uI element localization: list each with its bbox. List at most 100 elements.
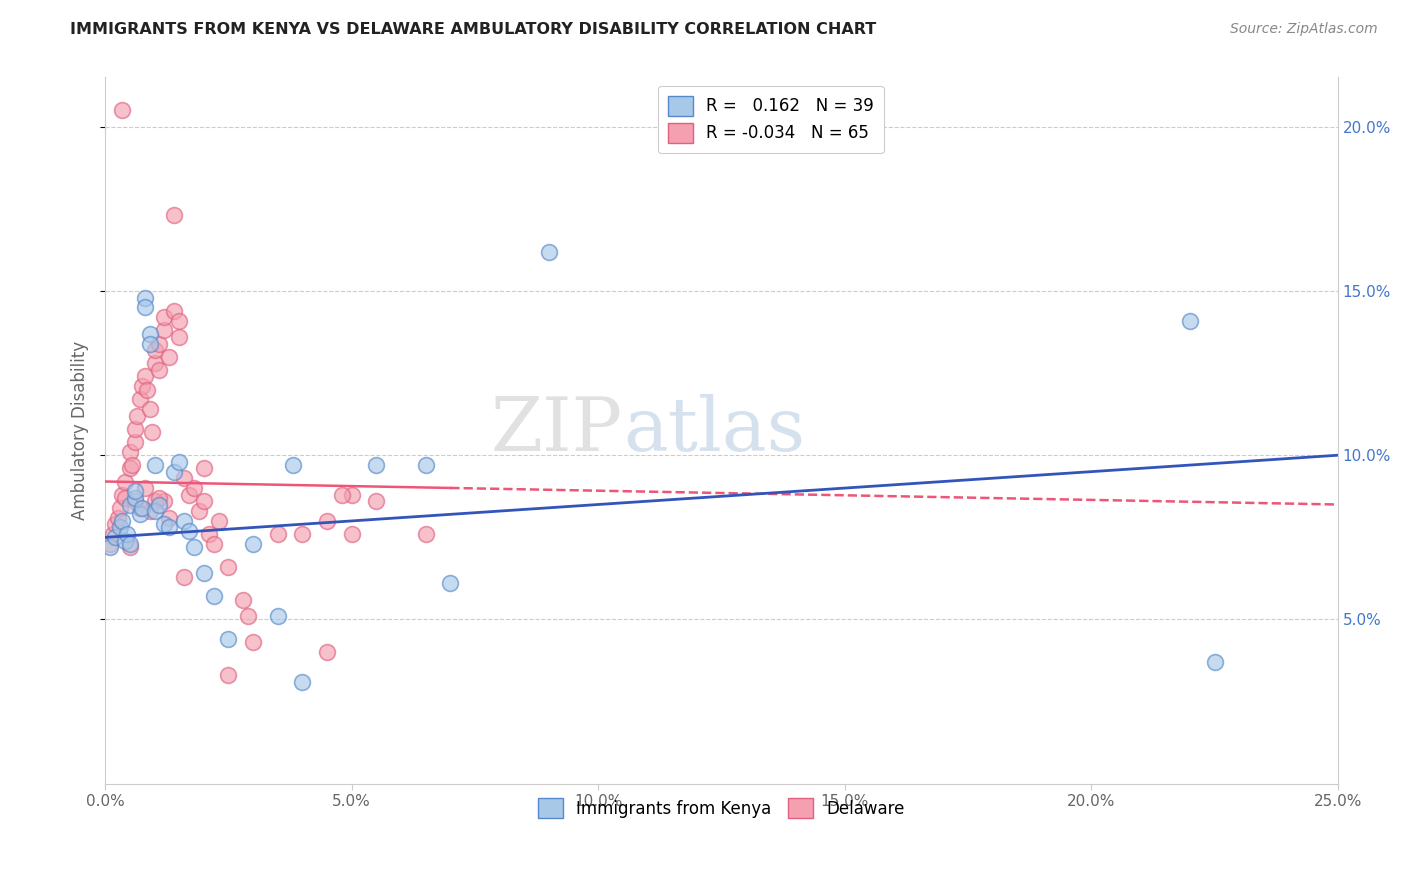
Text: ZIP: ZIP xyxy=(491,394,623,467)
Point xyxy=(138,336,160,351)
Point xyxy=(104,517,127,532)
Point xyxy=(177,488,200,502)
Point xyxy=(111,514,134,528)
Legend: Immigrants from Kenya, Delaware: Immigrants from Kenya, Delaware xyxy=(531,791,911,825)
Point xyxy=(138,402,160,417)
Point xyxy=(163,208,186,222)
Point xyxy=(136,383,159,397)
Point xyxy=(98,540,121,554)
Point xyxy=(141,425,163,440)
Point xyxy=(330,488,353,502)
Point xyxy=(1178,313,1201,327)
Point xyxy=(124,484,146,499)
Point xyxy=(187,504,209,518)
Point xyxy=(124,435,146,450)
Point xyxy=(1204,655,1226,669)
Point xyxy=(101,527,124,541)
Point xyxy=(127,409,149,423)
Point xyxy=(157,520,180,534)
Point xyxy=(114,475,136,489)
Point xyxy=(242,537,264,551)
Point xyxy=(193,566,215,581)
Point xyxy=(111,103,134,118)
Point xyxy=(134,291,156,305)
Point xyxy=(193,461,215,475)
Point xyxy=(128,500,150,515)
Point xyxy=(117,527,139,541)
Y-axis label: Ambulatory Disability: Ambulatory Disability xyxy=(72,341,89,520)
Point xyxy=(242,635,264,649)
Point xyxy=(153,517,176,532)
Point xyxy=(153,494,176,508)
Point xyxy=(148,498,170,512)
Point xyxy=(415,458,437,472)
Text: IMMIGRANTS FROM KENYA VS DELAWARE AMBULATORY DISABILITY CORRELATION CHART: IMMIGRANTS FROM KENYA VS DELAWARE AMBULA… xyxy=(70,22,876,37)
Point xyxy=(202,590,225,604)
Point xyxy=(291,674,314,689)
Point xyxy=(202,537,225,551)
Point xyxy=(217,668,239,682)
Point xyxy=(143,494,166,508)
Point xyxy=(183,481,205,495)
Point xyxy=(118,445,141,459)
Point xyxy=(138,504,160,518)
Point xyxy=(366,458,388,472)
Point xyxy=(118,537,141,551)
Point xyxy=(138,326,160,341)
Point xyxy=(118,498,141,512)
Point xyxy=(124,491,146,505)
Point xyxy=(118,461,141,475)
Point xyxy=(157,510,180,524)
Point xyxy=(366,494,388,508)
Point xyxy=(124,422,146,436)
Point xyxy=(131,500,153,515)
Point xyxy=(193,494,215,508)
Point xyxy=(167,313,190,327)
Point xyxy=(163,465,186,479)
Point xyxy=(143,504,166,518)
Point xyxy=(143,343,166,357)
Point xyxy=(316,514,339,528)
Point xyxy=(167,455,190,469)
Point xyxy=(107,510,129,524)
Point xyxy=(439,576,461,591)
Point xyxy=(131,379,153,393)
Point xyxy=(217,632,239,647)
Point xyxy=(134,481,156,495)
Text: Source: ZipAtlas.com: Source: ZipAtlas.com xyxy=(1230,22,1378,37)
Point xyxy=(153,323,176,337)
Point xyxy=(121,458,143,472)
Point xyxy=(340,488,363,502)
Point xyxy=(238,609,260,624)
Text: atlas: atlas xyxy=(623,394,806,467)
Point xyxy=(537,244,560,259)
Point xyxy=(267,527,290,541)
Point xyxy=(197,527,219,541)
Point xyxy=(167,330,190,344)
Point xyxy=(177,524,200,538)
Point xyxy=(118,540,141,554)
Point xyxy=(114,491,136,505)
Point xyxy=(98,537,121,551)
Point xyxy=(207,514,229,528)
Point xyxy=(232,592,254,607)
Point xyxy=(173,514,195,528)
Point xyxy=(340,527,363,541)
Point xyxy=(111,488,134,502)
Point xyxy=(281,458,304,472)
Point xyxy=(134,369,156,384)
Point xyxy=(108,500,131,515)
Point xyxy=(148,336,170,351)
Point xyxy=(267,609,290,624)
Point xyxy=(316,645,339,659)
Point xyxy=(104,530,127,544)
Point xyxy=(134,301,156,315)
Point xyxy=(143,356,166,370)
Point xyxy=(148,363,170,377)
Point xyxy=(108,520,131,534)
Point xyxy=(183,540,205,554)
Point xyxy=(217,560,239,574)
Point xyxy=(153,310,176,325)
Point xyxy=(173,570,195,584)
Point xyxy=(128,392,150,407)
